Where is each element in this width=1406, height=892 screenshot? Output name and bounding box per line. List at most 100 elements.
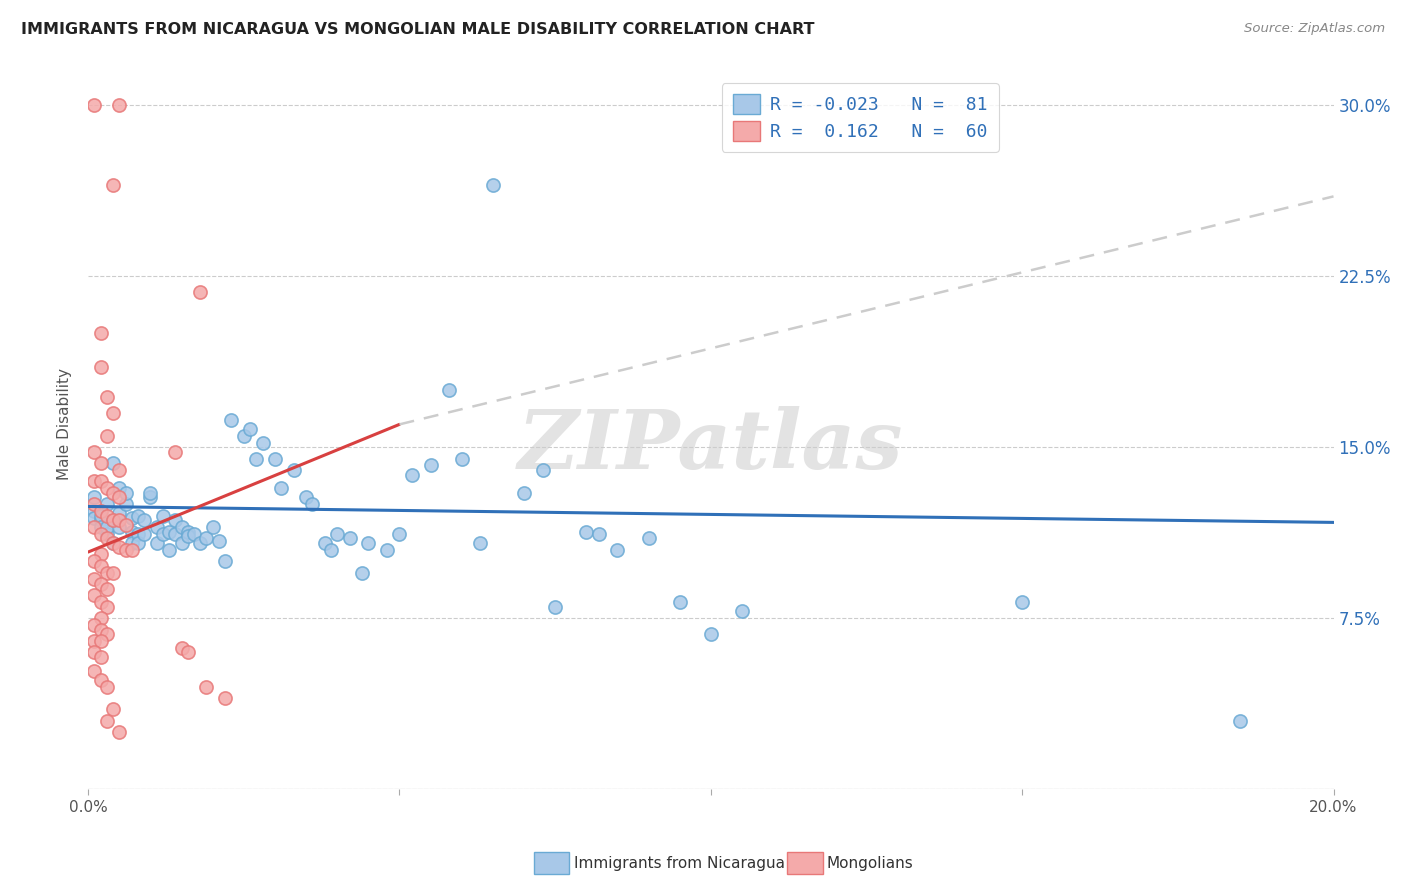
Point (121, 536, 143, 550)
Point (531, 463, 554, 477)
Point (108, 541, 131, 555)
Text: Source: ZipAtlas.com: Source: ZipAtlas.com (1244, 22, 1385, 36)
Point (1229, 714, 1251, 728)
Legend: R = -0.023   N =  81, R =  0.162   N =  60: R = -0.023 N = 81, R = 0.162 N = 60 (721, 83, 998, 152)
Point (114, 485, 136, 500)
Point (352, 566, 374, 580)
Point (127, 536, 149, 550)
Point (90, 508, 112, 523)
Point (108, 481, 131, 495)
Point (101, 536, 124, 550)
Point (339, 532, 361, 546)
Point (183, 526, 205, 541)
Point (101, 513, 124, 527)
Point (239, 422, 262, 436)
Point (101, 536, 124, 550)
Point (419, 458, 441, 473)
Point (101, 513, 124, 527)
Point (96, 714, 118, 728)
Point (83, 475, 105, 489)
Point (101, 566, 124, 580)
Point (83, 664, 105, 678)
Point (101, 485, 124, 500)
Point (90, 649, 112, 664)
Point (83, 634, 105, 648)
Point (157, 524, 180, 539)
Point (668, 595, 690, 609)
Point (152, 508, 174, 523)
Point (450, 451, 472, 466)
Point (90, 520, 112, 534)
Point (232, 429, 254, 443)
Point (108, 98, 131, 112)
Point (145, 520, 167, 534)
Point (108, 725, 131, 739)
Point (108, 491, 131, 505)
Point (114, 542, 136, 557)
Point (214, 690, 236, 705)
Point (731, 604, 754, 618)
Point (121, 542, 143, 557)
Point (96, 532, 118, 546)
Point (90, 577, 112, 591)
Point (90, 360, 112, 375)
Point (96, 680, 118, 694)
Point (83, 497, 105, 511)
Point (127, 508, 149, 523)
Point (252, 435, 274, 450)
Point (513, 485, 536, 500)
Text: ZIPatlas: ZIPatlas (517, 406, 904, 486)
Point (152, 526, 174, 541)
Point (90, 513, 112, 527)
Point (127, 526, 149, 541)
Point (101, 456, 124, 470)
Point (214, 554, 236, 568)
Text: Mongolians: Mongolians (827, 855, 914, 871)
Point (357, 536, 380, 550)
Point (245, 451, 267, 466)
Point (134, 513, 156, 527)
Point (96, 497, 118, 511)
Point (606, 542, 628, 557)
Point (134, 526, 156, 541)
Point (188, 285, 211, 300)
Point (588, 526, 610, 541)
Point (165, 513, 187, 527)
Point (439, 383, 461, 397)
Point (388, 526, 411, 541)
Point (637, 532, 659, 546)
Text: Immigrants from Nicaragua: Immigrants from Nicaragua (574, 855, 785, 871)
Point (145, 536, 167, 550)
Point (83, 511, 105, 525)
Point (90, 547, 112, 561)
Point (700, 627, 723, 641)
Point (482, 178, 505, 192)
Point (96, 508, 118, 523)
Point (401, 467, 423, 482)
Point (470, 536, 492, 550)
Point (83, 491, 105, 505)
Point (221, 413, 243, 427)
Point (114, 497, 136, 511)
Point (90, 611, 112, 625)
Point (90, 456, 112, 470)
Point (90, 504, 112, 518)
Point (83, 618, 105, 632)
Point (157, 542, 180, 557)
Point (90, 673, 112, 687)
Point (139, 491, 162, 505)
Point (96, 429, 118, 443)
Point (90, 526, 112, 541)
Point (319, 542, 342, 557)
Point (544, 599, 567, 614)
Point (139, 485, 162, 500)
Point (83, 573, 105, 587)
Point (314, 536, 336, 550)
Point (83, 444, 105, 458)
Point (96, 582, 118, 596)
Point (90, 326, 112, 341)
Point (177, 645, 200, 659)
Point (83, 520, 105, 534)
Point (90, 623, 112, 637)
Point (295, 491, 318, 505)
